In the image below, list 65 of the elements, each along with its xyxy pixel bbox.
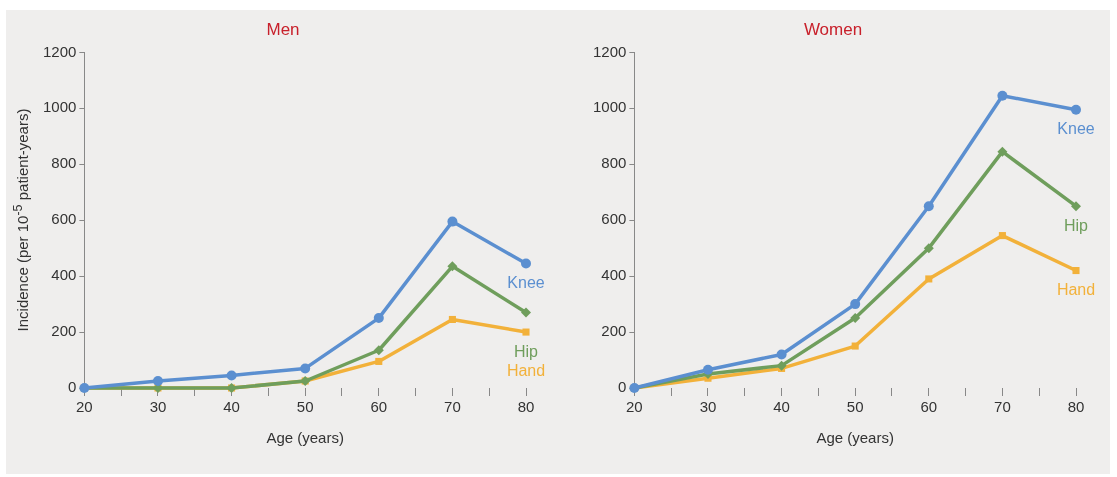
x-axis-title: Age (years) [816,429,894,447]
x-tick-label: 80 [517,398,535,416]
point [923,201,934,212]
x-tick-label: 20 [626,398,643,416]
point [300,363,311,374]
x-tick-label: 70 [994,398,1011,416]
point [521,258,531,269]
point [850,299,861,310]
point [226,370,237,381]
x-tick-label: 70 [444,398,461,416]
y-tick-label: 200 [601,322,627,340]
point [522,328,530,336]
point [923,243,934,254]
point [1071,201,1081,212]
y-tick-label: 600 [601,210,627,228]
y-tick-label: 800 [601,154,627,172]
y-tick-label: 200 [51,322,77,340]
point [998,232,1006,240]
x-tick-label: 20 [76,398,93,416]
x-tick-label: 50 [296,398,314,416]
x-axis-title: Age (years) [266,429,344,447]
point [776,360,787,371]
x-tick-label: 80 [1067,398,1085,416]
point [776,349,787,360]
x-tick-label: 60 [920,398,938,416]
x-tick-label: 60 [370,398,388,416]
point [375,357,383,365]
x-tick-label: 30 [699,398,717,416]
point [851,342,859,350]
y-tick-label: 0 [68,378,77,396]
y-tick-label: 1000 [42,98,77,116]
x-tick-label: 40 [773,398,790,416]
chart-title: Women [803,19,863,39]
y-tick-label: 400 [51,266,77,284]
point [521,307,531,318]
series-label: Hip [513,342,539,360]
x-tick-label: 50 [846,398,864,416]
point [373,313,384,324]
y-tick-label: 0 [618,378,627,396]
point [447,216,458,227]
series-label: Hand [506,362,546,380]
series-label: Knee [1057,120,1095,138]
chart-title: Men [266,19,300,39]
point [850,313,861,324]
point [997,146,1008,157]
y-tick-label: 1000 [592,98,627,116]
y-tick-label: 800 [51,154,77,172]
point [702,364,713,375]
point [447,261,458,272]
x-tick-label: 40 [223,398,240,416]
y-tick-label: 1200 [42,42,77,60]
point [448,315,456,324]
point [373,345,384,356]
point [997,90,1008,101]
y-tick-label: 400 [601,266,627,284]
y-tick-label: 1200 [592,42,627,60]
point [1072,267,1080,275]
y-tick-label: 600 [51,210,77,228]
point [925,275,933,283]
point [152,376,163,387]
series-label: Hand [1056,280,1096,298]
x-tick-label: 30 [149,398,167,416]
series-label: Knee [507,273,545,291]
point [1071,104,1081,115]
series-label: Hip [1063,216,1089,234]
